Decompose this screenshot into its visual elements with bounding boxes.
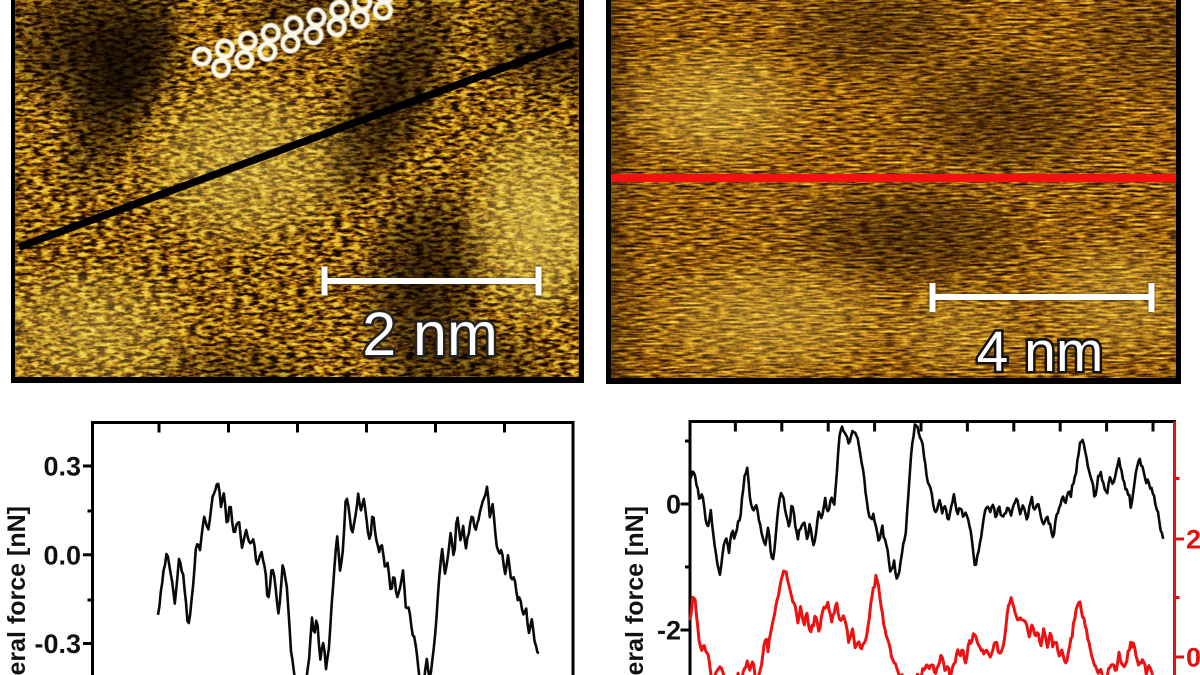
svg-text:Lateral force [nN]: Lateral force [nN] <box>3 506 31 675</box>
svg-text:-2: -2 <box>657 616 681 646</box>
svg-text:2 nm: 2 nm <box>362 300 498 368</box>
svg-text:0: 0 <box>666 490 681 520</box>
svg-text:0.0: 0.0 <box>43 540 81 570</box>
svg-text:4 nm: 4 nm <box>977 320 1104 378</box>
svg-text:-0.3: -0.3 <box>34 629 81 659</box>
svg-text:Lateral force [nN]: Lateral force [nN] <box>621 506 649 675</box>
svg-text:2: 2 <box>1186 525 1200 555</box>
svg-text:0.3: 0.3 <box>43 452 81 482</box>
svg-text:0: 0 <box>1186 643 1200 673</box>
